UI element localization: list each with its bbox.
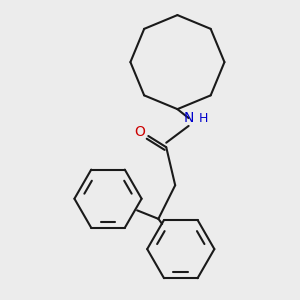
Text: O: O: [134, 124, 145, 139]
Text: H: H: [199, 112, 208, 124]
Text: N: N: [183, 111, 194, 125]
